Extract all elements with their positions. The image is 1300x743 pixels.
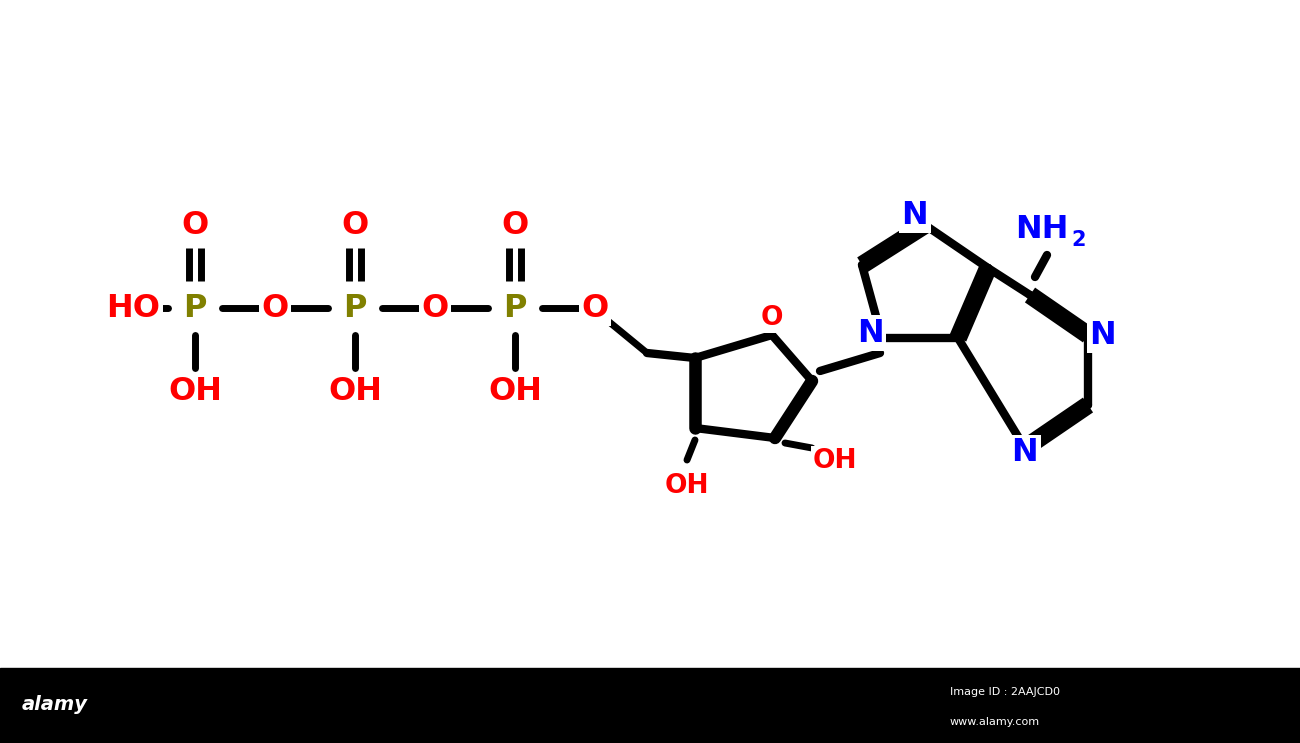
Bar xyxy=(0,668,1300,743)
Text: O: O xyxy=(581,293,608,323)
Text: N: N xyxy=(902,200,928,230)
Text: N: N xyxy=(1089,319,1117,351)
Text: OH: OH xyxy=(812,448,857,474)
Text: O: O xyxy=(182,210,208,241)
Text: OH: OH xyxy=(488,377,542,407)
Text: O: O xyxy=(421,293,448,323)
Text: HO: HO xyxy=(107,293,160,323)
Text: 2: 2 xyxy=(1071,230,1087,250)
Text: N: N xyxy=(857,317,884,348)
Text: Image ID : 2AAJCD0: Image ID : 2AAJCD0 xyxy=(950,687,1060,697)
Text: O: O xyxy=(342,210,369,241)
Text: alamy: alamy xyxy=(22,695,88,713)
Text: O: O xyxy=(760,305,783,331)
Text: OH: OH xyxy=(664,473,710,499)
Text: www.alamy.com: www.alamy.com xyxy=(950,717,1040,727)
Text: OH: OH xyxy=(328,377,382,407)
Text: OH: OH xyxy=(168,377,222,407)
Text: N: N xyxy=(1011,438,1039,469)
Text: O: O xyxy=(261,293,289,323)
Text: P: P xyxy=(183,293,207,323)
Text: NH: NH xyxy=(1015,215,1069,245)
Text: P: P xyxy=(343,293,367,323)
Text: P: P xyxy=(503,293,526,323)
Text: O: O xyxy=(502,210,529,241)
